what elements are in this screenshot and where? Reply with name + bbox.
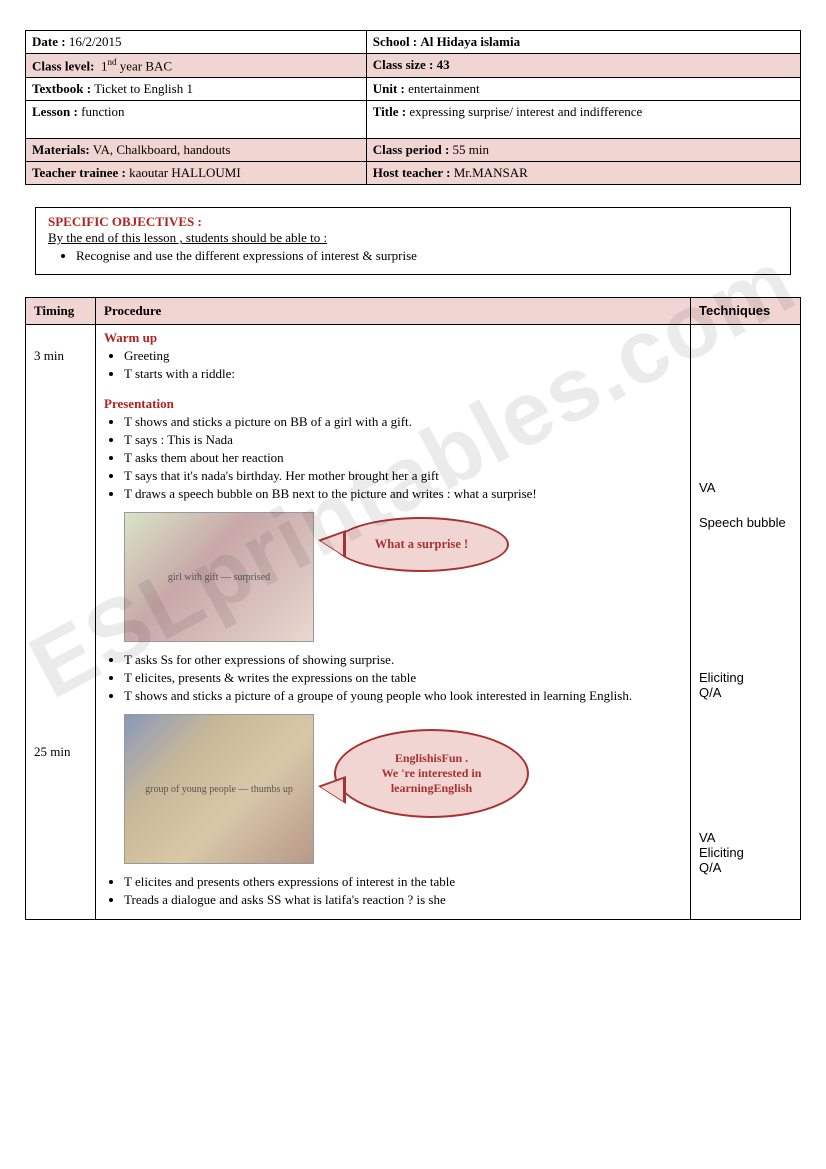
presentation-item: T elicites, presents & writes the expres… <box>124 670 682 686</box>
technique-item: Eliciting <box>699 670 792 685</box>
title-value: expressing surprise/ interest and indiff… <box>409 104 642 119</box>
materials-label: Materials: <box>32 142 90 157</box>
speech-tail-icon <box>318 776 346 804</box>
school-label: School : <box>373 34 417 49</box>
textbook-label: Textbook : <box>32 81 91 96</box>
header-techniques: Techniques <box>691 298 801 325</box>
lesson-plan-table: Timing Procedure Techniques 3 min 25 min… <box>25 297 801 920</box>
objectives-item: Recognise and use the different expressi… <box>76 248 778 264</box>
presentation-item: T says : This is Nada <box>124 432 682 448</box>
warmup-item: Greeting <box>124 348 682 364</box>
presentation-item: T shows and sticks a picture of a groupe… <box>124 688 682 704</box>
title-label: Title : <box>373 104 406 119</box>
unit-value: entertainment <box>408 81 479 96</box>
header-procedure: Procedure <box>96 298 691 325</box>
presentation-item: T shows and sticks a picture on BB of a … <box>124 414 682 430</box>
photo-girl-gift: girl with gift — surprised <box>124 512 314 642</box>
bubble-2-line: We 're interested in <box>354 766 509 781</box>
date-value: 16/2/2015 <box>69 34 122 49</box>
bubble-2-line: EnglishisFun . <box>354 751 509 766</box>
date-label: Date : <box>32 34 66 49</box>
technique-item: Q/A <box>699 860 792 875</box>
technique-item: VA <box>699 830 792 845</box>
materials-value: VA, Chalkboard, handouts <box>93 142 231 157</box>
lesson-label: Lesson : <box>32 104 78 119</box>
size-label: Class size : <box>373 57 434 72</box>
presentation-item: Treads a dialogue and asks SS what is la… <box>124 892 682 908</box>
presentation-heading: Presentation <box>104 396 682 412</box>
speech-bubble-1-wrap: What a surprise ! <box>334 517 514 637</box>
period-label: Class period : <box>373 142 450 157</box>
period-value: 55 min <box>453 142 489 157</box>
presentation-item: T says that it's nada's birthday. Her mo… <box>124 468 682 484</box>
textbook-value: Ticket to English 1 <box>94 81 193 96</box>
level-label: Class level: <box>32 58 94 73</box>
presentation-item: T asks Ss for other expressions of showi… <box>124 652 682 668</box>
technique-item: Eliciting <box>699 845 792 860</box>
technique-item: Speech bubble <box>699 515 792 530</box>
warmup-heading: Warm up <box>104 330 682 346</box>
trainee-value: kaoutar HALLOUMI <box>129 165 241 180</box>
presentation-item: T draws a speech bubble on BB next to th… <box>124 486 682 502</box>
objectives-subtitle: By the end of this lesson , students sho… <box>48 230 778 246</box>
technique-item: Q/A <box>699 685 792 700</box>
objectives-box: SPECIFIC OBJECTIVES : By the end of this… <box>35 207 791 275</box>
level-post: year BAC <box>116 58 172 73</box>
technique-item: VA <box>699 480 792 495</box>
techniques-cell: VA Speech bubble Eliciting Q/A VA Elicit… <box>691 325 801 920</box>
timing-2: 25 min <box>34 744 87 760</box>
bubble-1-text: What a surprise ! <box>375 537 468 551</box>
timing-1: 3 min <box>34 348 87 364</box>
speech-tail-icon <box>318 530 346 558</box>
procedure-cell: Warm up Greeting T starts with a riddle:… <box>96 325 691 920</box>
presentation-item: T elicites and presents others expressio… <box>124 874 682 890</box>
size-value: 43 <box>437 57 450 72</box>
unit-label: Unit : <box>373 81 405 96</box>
objectives-title: SPECIFIC OBJECTIVES : <box>48 214 778 230</box>
image-row-2: group of young people — thumbs up Englis… <box>124 714 682 864</box>
speech-bubble-1: What a surprise ! <box>334 517 509 572</box>
trainee-label: Teacher trainee : <box>32 165 126 180</box>
presentation-item: T asks them about her reaction <box>124 450 682 466</box>
host-label: Host teacher : <box>373 165 451 180</box>
speech-bubble-2: EnglishisFun . We 're interested in lear… <box>334 729 529 818</box>
school-value: Al Hidaya islamia <box>420 34 520 49</box>
bubble-2-line: learningEnglish <box>354 781 509 796</box>
lesson-info-table: Date : 16/2/2015 School : Al Hidaya isla… <box>25 30 801 185</box>
photo-group-students: group of young people — thumbs up <box>124 714 314 864</box>
speech-bubble-2-wrap: EnglishisFun . We 're interested in lear… <box>334 729 534 849</box>
timing-cell: 3 min 25 min <box>26 325 96 920</box>
host-value: Mr.MANSAR <box>454 165 528 180</box>
header-timing: Timing <box>26 298 96 325</box>
warmup-item: T starts with a riddle: <box>124 366 682 382</box>
lesson-value: function <box>81 104 124 119</box>
image-row-1: girl with gift — surprised What a surpri… <box>124 512 682 642</box>
